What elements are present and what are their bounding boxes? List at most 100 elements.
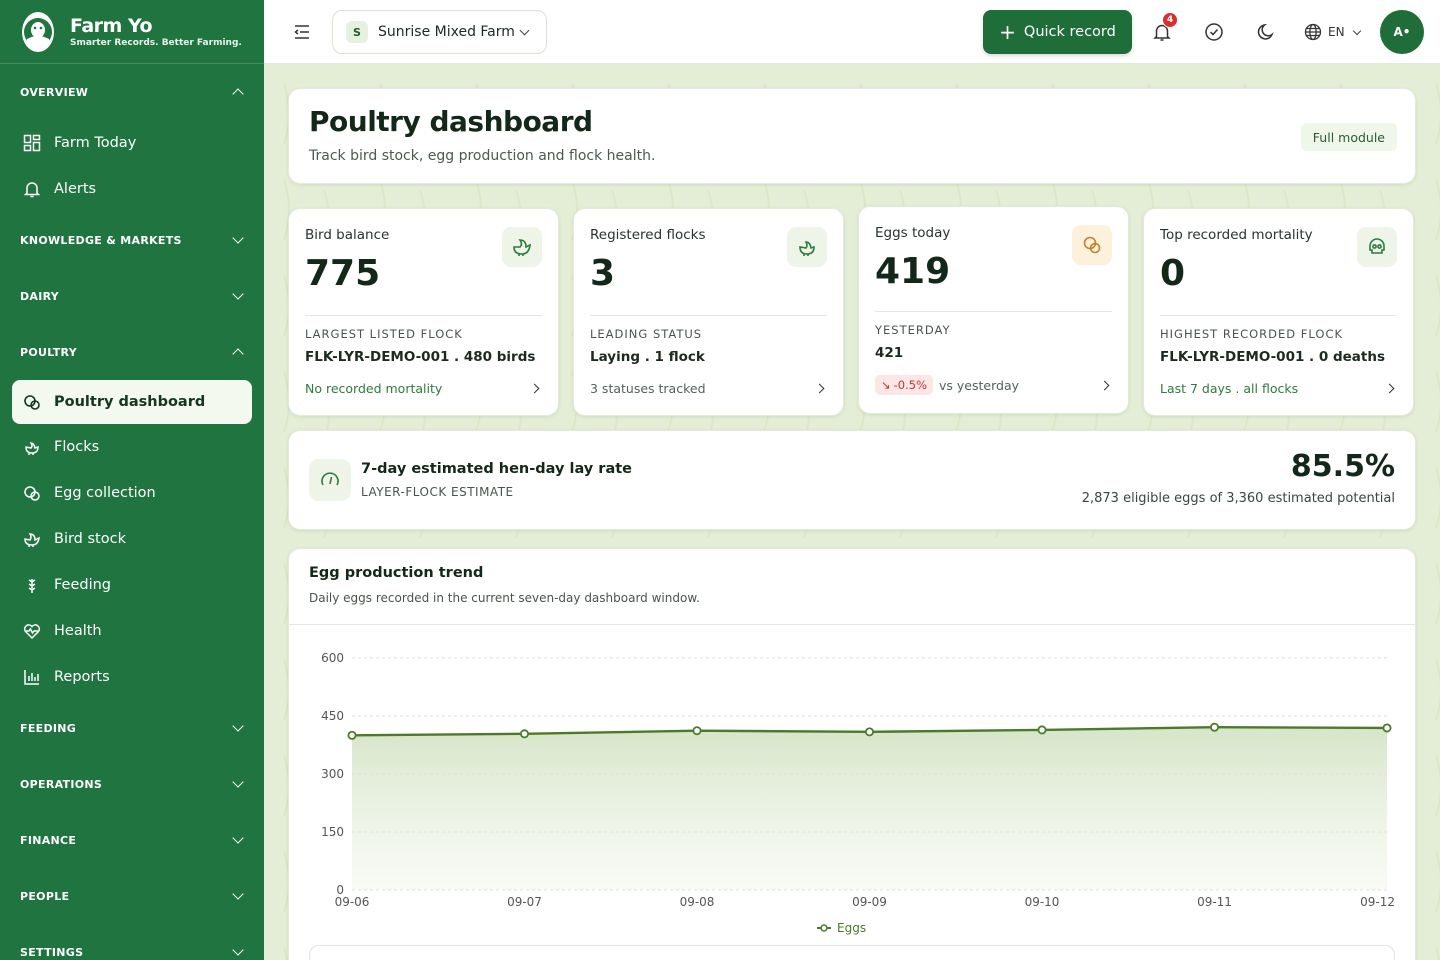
table-container <box>309 945 1395 960</box>
data-point <box>692 726 702 736</box>
full-module-button[interactable]: Full module <box>1300 123 1397 151</box>
lay-rate-note: 2,873 eligible eggs of 3,360 estimated p… <box>1081 491 1395 506</box>
sidebar-item-reports[interactable]: Reports <box>0 654 264 700</box>
chevron-down-icon <box>232 776 244 788</box>
tasks-check-icon[interactable] <box>1202 20 1226 44</box>
chevron-right-icon <box>814 383 825 394</box>
sidebar-item-health[interactable]: Health <box>0 608 264 654</box>
egg-icon <box>1072 225 1112 265</box>
user-avatar[interactable]: A• <box>1380 10 1424 54</box>
chevron-up-icon <box>232 348 244 360</box>
trend-header: Egg production trend Daily eggs recorded… <box>289 549 1415 625</box>
kpi-label: Bird balance <box>305 227 390 243</box>
kpi-detail: FLK-LYR-DEMO-001 . 0 deaths <box>1160 349 1386 365</box>
heartbeat-icon <box>22 621 42 641</box>
delta-value: -0.5% <box>893 378 928 392</box>
bar-chart-icon <box>22 667 42 687</box>
sidebar-item-feeding[interactable]: Feeding <box>0 562 264 608</box>
y-tick-label: 450 <box>321 709 344 723</box>
nav-section-dairy[interactable]: DAIRY <box>0 268 264 324</box>
sidebar-item-label: Health <box>54 623 102 639</box>
nav-section-poultry[interactable]: POULTRY <box>0 324 264 380</box>
kpi-caption: LARGEST LISTED FLOCK <box>305 327 463 341</box>
nav-section-operations[interactable]: OPERATIONS <box>0 756 264 812</box>
dashboard-grid-icon <box>22 133 42 153</box>
lay-rate-card: 7-day estimated hen-day lay rate LAYER-F… <box>288 430 1416 530</box>
chevron-down-icon <box>232 288 244 300</box>
sidebar: Farm Yo Smarter Records. Better Farming.… <box>0 0 264 960</box>
dark-mode-moon-icon[interactable] <box>1254 20 1278 44</box>
kpi-footer-link[interactable]: ↘ -0.5% vs yesterday <box>875 375 1112 395</box>
chevron-right-icon <box>529 383 540 394</box>
sidebar-toggle-icon[interactable] <box>294 22 310 42</box>
chevron-down-icon <box>232 888 244 900</box>
chevron-down-icon <box>232 944 244 956</box>
kpi-footer-link[interactable]: No recorded mortality <box>305 381 542 396</box>
trend-down-arrow-icon: ↘ <box>881 378 891 392</box>
chevron-right-icon <box>1099 380 1110 390</box>
page-header-card: Poultry dashboard Track bird stock, egg … <box>288 88 1416 184</box>
notification-count-badge: 4 <box>1162 12 1178 28</box>
sidebar-item-poultry-dashboard[interactable]: Poultry dashboard <box>12 380 252 424</box>
chevron-down-icon <box>519 25 530 36</box>
lay-rate-value: 85.5% <box>1290 449 1395 484</box>
sidebar-item-bird-stock[interactable]: Bird stock <box>0 516 264 562</box>
x-tick-label: 09-08 <box>680 895 715 909</box>
quick-record-label: Quick record <box>1023 24 1116 40</box>
divider <box>590 315 827 316</box>
kpi-value: 419 <box>875 251 951 292</box>
hen-icon <box>22 437 42 457</box>
farm-selector[interactable]: S Sunrise Mixed Farm <box>332 10 547 54</box>
nav-section-feeding[interactable]: FEEDING <box>0 700 264 756</box>
legend-point-marker <box>820 924 828 932</box>
nav-section-knowledge-markets[interactable]: KNOWLEDGE & MARKETS <box>0 212 264 268</box>
kpi-detail: 421 <box>875 345 904 361</box>
kpi-footer-link[interactable]: 3 statuses tracked <box>590 381 827 396</box>
quick-record-button[interactable]: + Quick record <box>983 10 1132 54</box>
sidebar-item-farm-today[interactable]: Farm Today <box>0 120 264 166</box>
kpi-caption: YESTERDAY <box>875 323 951 337</box>
nav-section-label: OVERVIEW <box>20 85 89 99</box>
kpi-value: 0 <box>1160 253 1186 294</box>
topbar: S Sunrise Mixed Farm + Quick record 4 EN… <box>264 0 1440 64</box>
kpi-caption: LEADING STATUS <box>590 327 703 341</box>
nav-section-label: KNOWLEDGE & MARKETS <box>20 233 182 247</box>
bell-icon <box>22 179 42 199</box>
hen-icon <box>787 227 827 267</box>
kpi-footer-link[interactable]: Last 7 days . all flocks <box>1160 381 1397 396</box>
chevron-up-icon <box>232 88 244 100</box>
sidebar-item-label: Reports <box>54 669 110 685</box>
nav-section-finance[interactable]: FINANCE <box>0 812 264 868</box>
nav-section-overview[interactable]: OVERVIEW <box>0 64 264 120</box>
egg-production-chart: 0 150 300 450 600 09-06 09-07 09-08 09-09 09-10 09… <box>321 651 1395 935</box>
language-selector[interactable]: EN <box>1304 20 1361 44</box>
kpi-footer-text: vs yesterday <box>939 377 1020 393</box>
kpi-footer-text: 3 statuses tracked <box>590 381 706 396</box>
sidebar-item-egg-collection[interactable]: Egg collection <box>0 470 264 516</box>
kpi-card-eggs-today: Eggs today 419 YESTERDAY 421 ↘ -0.5% vs … <box>858 206 1129 414</box>
y-tick-label: 150 <box>321 825 344 839</box>
kpi-value: 3 <box>590 253 616 294</box>
y-tick-label: 0 <box>336 883 344 897</box>
sidebar-item-label: Poultry dashboard <box>54 394 206 410</box>
nav-section-people[interactable]: PEOPLE <box>0 868 264 924</box>
chevron-down-icon <box>232 832 244 844</box>
kpi-caption: HIGHEST RECORDED FLOCK <box>1160 327 1344 341</box>
language-code: EN <box>1328 25 1345 39</box>
series-area <box>352 727 1387 890</box>
farm-logo-icon <box>22 11 54 52</box>
nav-section-settings[interactable]: SETTINGS <box>0 924 264 960</box>
brand[interactable]: Farm Yo Smarter Records. Better Farming. <box>0 0 264 64</box>
nav-section-label: SETTINGS <box>20 945 84 959</box>
sidebar-item-label: Farm Today <box>54 135 137 151</box>
sidebar-item-label: Flocks <box>54 439 100 455</box>
sidebar-item-alerts[interactable]: Alerts <box>0 166 264 212</box>
sidebar-item-flocks[interactable]: Flocks <box>0 424 264 470</box>
page-title: Poultry dashboard <box>309 105 593 138</box>
notifications-bell-icon[interactable]: 4 <box>1150 12 1178 44</box>
kpi-card-registered-flocks: Registered flocks 3 LEADING STATUS Layin… <box>573 208 844 416</box>
x-tick-label: 09-06 <box>335 895 370 909</box>
x-tick-label: 09-09 <box>852 895 887 909</box>
nav-section-label: PEOPLE <box>20 889 70 903</box>
kpi-footer-text: Last 7 days . all flocks <box>1160 381 1299 396</box>
